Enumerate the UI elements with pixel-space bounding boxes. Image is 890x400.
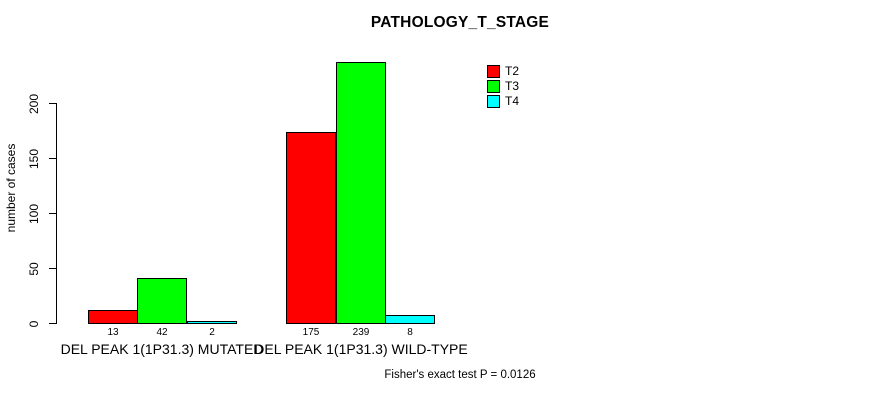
y-axis-tick-label-text: 150 [27, 148, 41, 169]
bar-value-label: 8 [407, 327, 413, 338]
bar-t2-group1 [88, 310, 138, 324]
bar-t4-group1 [187, 321, 237, 324]
bar-t2-group2 [286, 132, 336, 324]
y-axis-tick-label-text: 50 [27, 261, 41, 276]
bar-value-label: 175 [302, 327, 320, 338]
x-category-label: DEL PEAK 1(1P31.3) WILD-TYPE [254, 341, 468, 357]
x-category-label: DEL PEAK 1(1P31.3) MUTATED [60, 341, 264, 357]
legend-label-t4: T4 [505, 94, 520, 108]
y-axis-tick-label-text: 100 [27, 203, 41, 224]
legend-item-t2: T2 [487, 64, 520, 78]
y-axis-tick [49, 213, 56, 215]
legend-swatch-t3 [487, 80, 500, 93]
y-axis-tick [49, 158, 56, 160]
legend: T2 T3 T4 [487, 64, 520, 108]
annotation-text: Fisher's exact test P = 0.0126 [384, 369, 536, 381]
bar-value-label: 239 [352, 327, 370, 338]
y-axis-tick-label-text: 200 [27, 93, 41, 114]
y-axis-tick [49, 323, 56, 324]
chart-title: PATHOLOGY_T_STAGE [370, 14, 550, 31]
legend-label-t3: T3 [505, 79, 520, 93]
legend-item-t4: T4 [487, 94, 520, 108]
y-axis-title-text: number of cases [4, 143, 18, 233]
y-axis-line [56, 103, 57, 324]
bar-t3-group1 [137, 278, 187, 324]
bar-value-label: 2 [209, 327, 215, 338]
legend-swatch-t4 [487, 95, 500, 108]
legend-item-t3: T3 [487, 79, 520, 93]
legend-swatch-t2 [487, 65, 500, 78]
y-axis-tick [49, 268, 56, 270]
bar-value-label: 42 [156, 327, 168, 338]
y-axis-tick-label-text: 0 [27, 320, 41, 327]
bar-t4-group2 [385, 315, 435, 324]
legend-label-t2: T2 [505, 64, 520, 78]
bar-value-label: 13 [107, 327, 119, 338]
bar-t3-group2 [336, 62, 386, 324]
y-axis-tick [49, 103, 56, 105]
